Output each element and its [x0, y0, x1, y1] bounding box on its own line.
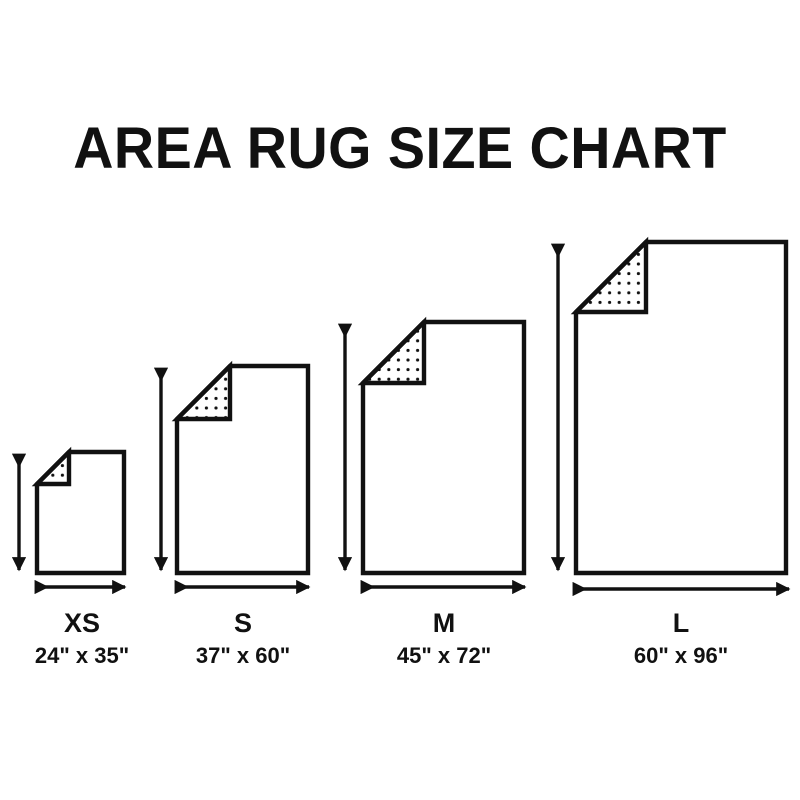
- rug-size-label-s: S: [233, 608, 252, 638]
- rug-figure-l: [550, 236, 791, 597]
- rug-figure-s: [153, 360, 311, 595]
- rug-fold-corner-s: [171, 360, 233, 422]
- rug-size-label-xs: XS: [63, 608, 101, 638]
- rug-fold-corner-xs: [31, 446, 72, 487]
- rug-dimensions-m: 45" x 72": [396, 643, 492, 668]
- page-title: AREA RUG SIZE CHART: [73, 116, 727, 181]
- rug-figure-m: [337, 316, 527, 595]
- rug-size-label-l: L: [672, 608, 690, 638]
- rug-dimensions-s: 37" x 60": [195, 643, 291, 668]
- rug-figure-xs: [11, 446, 127, 595]
- rug-dimensions-xs: 24" x 35": [34, 643, 130, 668]
- rug-fold-corner-m: [357, 316, 427, 386]
- rug-fold-corner-l: [570, 236, 649, 315]
- rug-dimensions-l: 60" x 96": [633, 643, 729, 668]
- rug-body-l: [573, 239, 789, 576]
- rug-size-label-m: M: [432, 608, 456, 638]
